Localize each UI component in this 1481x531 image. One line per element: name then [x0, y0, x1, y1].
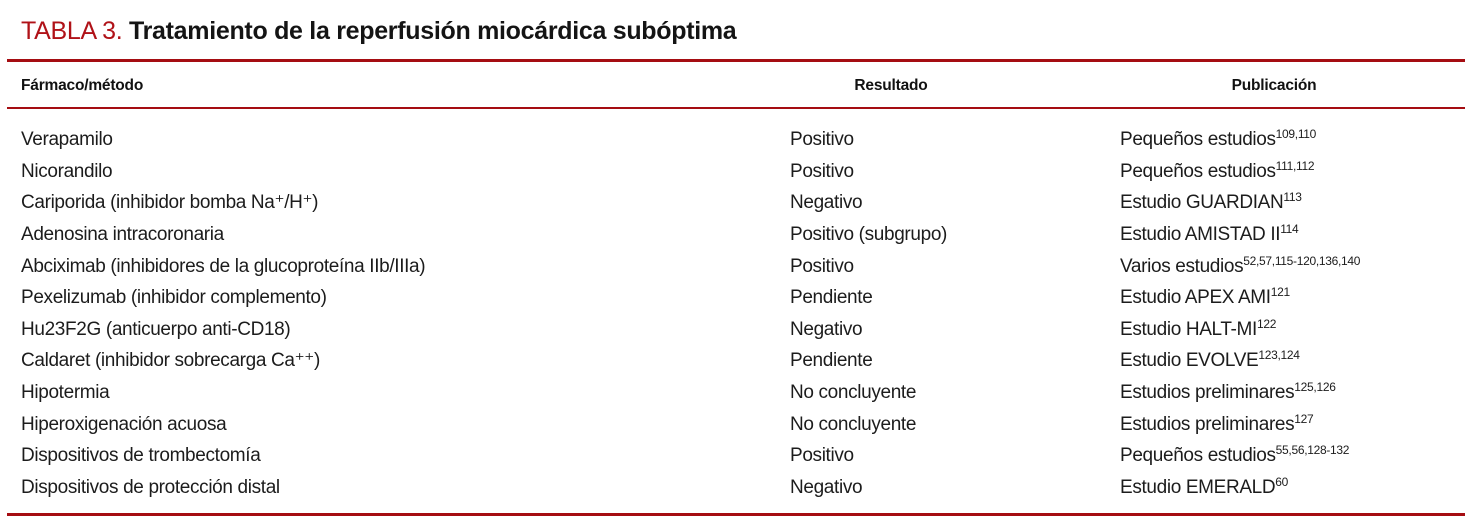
drug-cell: Verapamilo [21, 129, 113, 150]
reference-superscript: 121 [1270, 285, 1290, 300]
result-cell: Positivo [790, 160, 854, 182]
table-row: Verapamilo Positivo Pequeños estudios109… [0, 124, 1481, 156]
table-row: Dispositivos de trombectomía Positivo Pe… [0, 440, 1481, 472]
table-row: Cariporida (inhibidor bomba Na⁺/H⁺) Nega… [0, 187, 1481, 219]
table-row: Dispositivos de protección distal Negati… [0, 472, 1481, 504]
column-header-publication: Publicación [1231, 77, 1317, 94]
reference-superscript: 123,124 [1258, 348, 1300, 363]
result-cell: No concluyente [790, 413, 917, 435]
column-header-result: Resultado [854, 77, 928, 94]
publication-cell: Estudio GUARDIAN113 [1120, 187, 1302, 219]
publication-cell: Estudios preliminares127 [1120, 409, 1314, 441]
column-header-drug: Fármaco/método [21, 77, 144, 94]
publication-cell: Estudio EMERALD60 [1120, 472, 1288, 504]
publication-text: Pequeños estudios [1120, 445, 1276, 467]
reference-superscript: 52,57,115-120,136,140 [1243, 253, 1361, 268]
publication-text: Estudio APEX AMI [1120, 287, 1271, 309]
publication-cell: Pequeños estudios111,112 [1120, 156, 1315, 188]
result-cell: Positivo [790, 445, 854, 467]
publication-cell: Estudio HALT-MI122 [1120, 314, 1276, 346]
publication-cell: Estudio EVOLVE123,124 [1120, 345, 1300, 377]
drug-cell: Hiperoxigenación acuosa [21, 413, 227, 435]
table-title-text: Tratamiento de la reperfusión miocárdica… [129, 17, 737, 45]
publication-text: Estudios preliminares [1120, 382, 1295, 404]
publication-text: Estudio EVOLVE [1120, 350, 1259, 372]
drug-cell: Dispositivos de trombectomía [21, 445, 261, 467]
result-cell: Positivo [790, 129, 854, 150]
result-cell: Positivo [790, 255, 854, 277]
result-cell: Positivo (subgrupo) [790, 223, 948, 245]
publication-cell: Estudio AMISTAD II114 [1120, 219, 1299, 251]
publication-text: Pequeños estudios [1120, 129, 1276, 150]
drug-cell: Nicorandilo [21, 160, 113, 182]
publication-cell: Pequeños estudios55,56,128-132 [1120, 440, 1349, 472]
table-row: Nicorandilo Positivo Pequeños estudios11… [0, 156, 1481, 188]
publication-text: Estudios preliminares [1120, 413, 1295, 435]
publication-text: Estudio AMISTAD II [1120, 223, 1281, 245]
table-row: Hiperoxigenación acuosa No concluyente E… [0, 409, 1481, 441]
result-cell: Pendiente [790, 287, 873, 309]
reference-superscript: 125,126 [1294, 380, 1336, 395]
table-row: Hipotermia No concluyente Estudios preli… [0, 377, 1481, 409]
result-cell: No concluyente [790, 382, 917, 404]
result-cell: Negativo [790, 318, 863, 340]
table-number-label: TABLA 3. [21, 17, 123, 45]
bottom-divider [7, 513, 1465, 516]
reference-superscript: 60 [1275, 475, 1289, 490]
reference-superscript: 55,56,128-132 [1275, 443, 1350, 458]
publication-text: Estudio GUARDIAN [1120, 192, 1284, 214]
reference-superscript: 114 [1280, 221, 1299, 236]
drug-cell: Hipotermia [21, 382, 110, 404]
table-row: Adenosina intracoronaria Positivo (subgr… [0, 219, 1481, 251]
publication-text: Pequeños estudios [1120, 160, 1276, 182]
drug-cell: Dispositivos de protección distal [21, 477, 280, 499]
table-row: Caldaret (inhibidor sobrecarga Ca⁺⁺) Pen… [0, 345, 1481, 377]
drug-cell: Cariporida (inhibidor bomba Na⁺/H⁺) [21, 192, 319, 214]
table-title: TABLA 3. Tratamiento de la reperfusión m… [21, 17, 737, 46]
publication-cell: Varios estudios52,57,115-120,136,140 [1120, 251, 1360, 283]
reference-superscript: 122 [1256, 316, 1277, 331]
result-cell: Negativo [790, 192, 863, 214]
drug-cell: Pexelizumab (inhibidor complemento) [21, 287, 327, 309]
table-row: Abciximab (inhibidores de la glucoproteí… [0, 251, 1481, 283]
reference-superscript: 111,112 [1275, 158, 1315, 173]
publication-text: Estudio HALT-MI [1120, 318, 1257, 340]
publication-text: Varios estudios [1120, 255, 1244, 277]
table-row: Hu23F2G (anticuerpo anti-CD18) Negativo … [0, 314, 1481, 346]
drug-cell: Hu23F2G (anticuerpo anti-CD18) [21, 318, 291, 340]
header-divider [7, 107, 1465, 109]
publication-cell: Estudios preliminares125,126 [1120, 377, 1336, 409]
reference-superscript: 113 [1283, 190, 1302, 205]
publication-cell: Estudio APEX AMI121 [1120, 282, 1290, 314]
table-header-row: Fármaco/método Resultado Publicación [0, 77, 1481, 99]
reference-superscript: 109,110 [1275, 127, 1317, 141]
reference-superscript: 127 [1294, 411, 1314, 426]
publication-cell: Pequeños estudios109,110 [1120, 124, 1316, 156]
drug-cell: Abciximab (inhibidores de la glucoproteí… [21, 255, 426, 277]
top-divider [7, 59, 1465, 62]
table-row: Pexelizumab (inhibidor complemento) Pend… [0, 282, 1481, 314]
table-body: Verapamilo Positivo Pequeños estudios109… [0, 124, 1481, 504]
result-cell: Negativo [790, 477, 863, 499]
drug-cell: Adenosina intracoronaria [21, 223, 224, 245]
drug-cell: Caldaret (inhibidor sobrecarga Ca⁺⁺) [21, 350, 320, 372]
publication-text: Estudio EMERALD [1120, 477, 1276, 499]
result-cell: Pendiente [790, 350, 873, 372]
